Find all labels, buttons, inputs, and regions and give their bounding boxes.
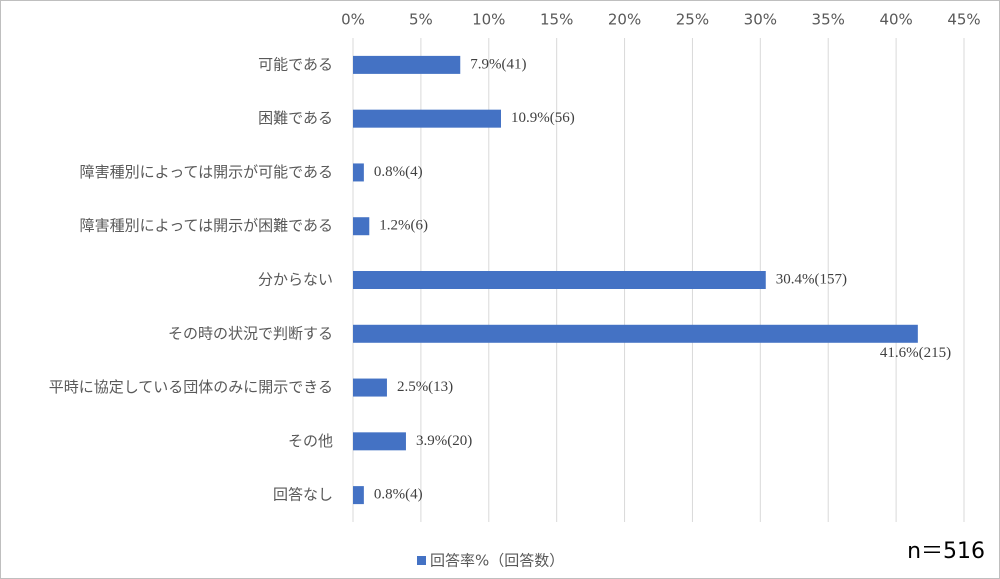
y-tick-label: 可能である bbox=[258, 55, 333, 73]
x-tick-label: 20% bbox=[608, 11, 641, 29]
data-label: 30.4%(157) bbox=[776, 271, 847, 287]
x-tick-label: 40% bbox=[879, 11, 912, 29]
y-tick-label: 平時に協定している団体のみに開示できる bbox=[49, 378, 333, 396]
y-tick-label: 分からない bbox=[258, 271, 333, 289]
data-label: 0.8%(4) bbox=[374, 164, 423, 180]
x-tick-label: 0% bbox=[341, 11, 365, 29]
bar bbox=[353, 486, 364, 505]
legend-swatch bbox=[417, 556, 426, 565]
y-tick-label: 困難である bbox=[258, 109, 333, 127]
y-tick-label: その時の状況で判断する bbox=[168, 324, 333, 342]
data-label: 0.8%(4) bbox=[374, 487, 423, 503]
bar bbox=[353, 163, 364, 182]
bar bbox=[353, 217, 370, 236]
x-tick-label: 45% bbox=[947, 11, 980, 29]
data-label: 41.6%(215) bbox=[880, 345, 951, 361]
x-tick-label: 25% bbox=[676, 11, 709, 29]
data-label: 7.9%(41) bbox=[470, 56, 526, 72]
bar bbox=[353, 324, 918, 343]
bar bbox=[353, 271, 766, 289]
data-label: 2.5%(13) bbox=[397, 379, 453, 395]
data-label: 1.2%(6) bbox=[379, 218, 428, 234]
bar bbox=[353, 109, 501, 128]
bar bbox=[353, 55, 461, 74]
y-tick-label: 回答なし bbox=[273, 486, 333, 504]
data-label: 10.9%(56) bbox=[511, 110, 575, 126]
bar bbox=[353, 378, 387, 397]
y-tick-label: その他 bbox=[288, 432, 333, 450]
y-tick-label: 障害種別によっては開示が可能である bbox=[80, 163, 333, 181]
x-tick-label: 30% bbox=[744, 11, 777, 29]
x-tick-label: 35% bbox=[812, 11, 845, 29]
data-label: 3.9%(20) bbox=[416, 433, 472, 449]
x-tick-label: 10% bbox=[472, 11, 505, 29]
y-tick-label: 障害種別によっては開示が困難である bbox=[80, 217, 333, 235]
annotation: n＝516 bbox=[907, 539, 985, 564]
bar bbox=[353, 432, 406, 451]
x-tick-label: 15% bbox=[540, 11, 573, 29]
legend-label: 回答率%（回答数） bbox=[430, 552, 564, 570]
x-tick-label: 5% bbox=[409, 11, 433, 29]
